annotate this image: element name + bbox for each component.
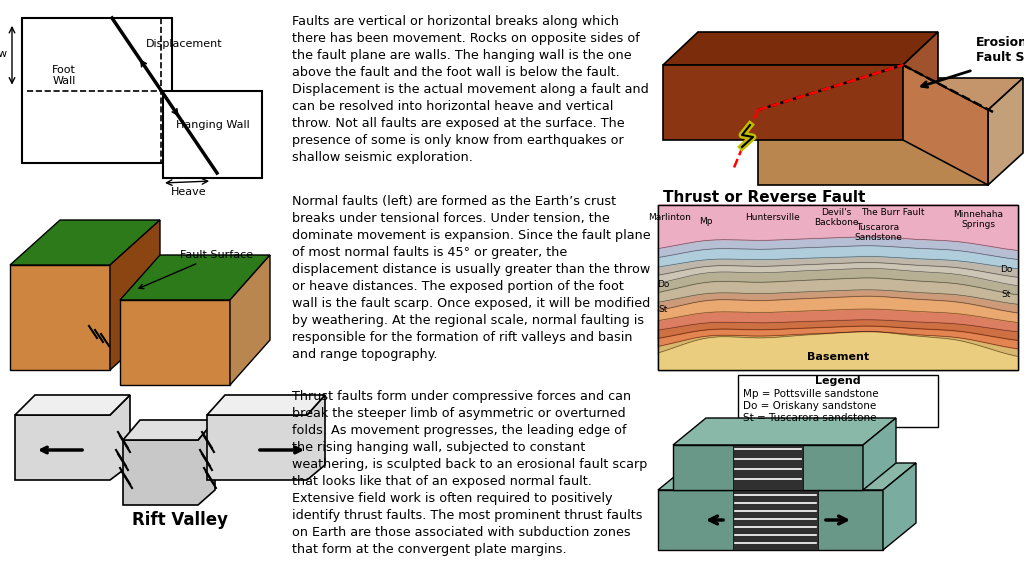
Polygon shape bbox=[883, 463, 916, 550]
Polygon shape bbox=[733, 445, 803, 490]
Text: St: St bbox=[658, 305, 668, 314]
Text: Huntersville: Huntersville bbox=[745, 213, 801, 222]
Polygon shape bbox=[673, 418, 896, 445]
Polygon shape bbox=[658, 205, 1018, 251]
Polygon shape bbox=[658, 246, 1018, 269]
Polygon shape bbox=[903, 32, 938, 140]
Polygon shape bbox=[658, 331, 1018, 357]
Text: Tuscarora
Sandstone: Tuscarora Sandstone bbox=[854, 223, 902, 242]
Polygon shape bbox=[658, 256, 1018, 277]
Polygon shape bbox=[658, 237, 1018, 259]
Polygon shape bbox=[207, 395, 325, 480]
Text: Displacement: Displacement bbox=[146, 39, 223, 49]
Text: Erosional
Fault Scarp: Erosional Fault Scarp bbox=[976, 36, 1024, 64]
Text: St = Tuscarora sandstone: St = Tuscarora sandstone bbox=[743, 413, 877, 423]
Text: Foot
Wall: Foot Wall bbox=[52, 65, 76, 86]
Polygon shape bbox=[120, 255, 270, 300]
Text: The Burr Fault: The Burr Fault bbox=[861, 208, 925, 217]
Text: St: St bbox=[1001, 290, 1011, 299]
Polygon shape bbox=[658, 263, 1018, 286]
Polygon shape bbox=[863, 418, 896, 490]
Polygon shape bbox=[733, 490, 818, 550]
Polygon shape bbox=[658, 463, 916, 490]
Polygon shape bbox=[10, 265, 110, 370]
Text: Do: Do bbox=[999, 265, 1012, 274]
Polygon shape bbox=[673, 445, 863, 490]
Polygon shape bbox=[658, 490, 883, 550]
Text: Throw: Throw bbox=[0, 50, 7, 59]
Polygon shape bbox=[658, 326, 1018, 349]
Text: Do: Do bbox=[656, 280, 670, 289]
Text: Normal faults (left) are formed as the Earth’s crust
breaks under tensional forc: Normal faults (left) are formed as the E… bbox=[292, 195, 650, 361]
Polygon shape bbox=[663, 65, 903, 140]
Text: Thrust or Reverse Fault: Thrust or Reverse Fault bbox=[663, 190, 865, 205]
Bar bbox=[658, 205, 1018, 370]
Text: Basement: Basement bbox=[807, 352, 869, 362]
Polygon shape bbox=[123, 420, 215, 440]
Polygon shape bbox=[658, 290, 1018, 313]
Polygon shape bbox=[903, 65, 988, 185]
Text: Legend: Legend bbox=[815, 376, 861, 386]
Text: Marlinton: Marlinton bbox=[648, 213, 691, 222]
Bar bbox=[738, 375, 938, 427]
Polygon shape bbox=[758, 110, 988, 185]
Text: Mp: Mp bbox=[699, 217, 713, 226]
Text: Minnehaha
Springs: Minnehaha Springs bbox=[953, 210, 1002, 229]
Polygon shape bbox=[658, 331, 1018, 370]
Polygon shape bbox=[110, 220, 160, 370]
Text: Mp = Pottsville sandstone: Mp = Pottsville sandstone bbox=[743, 389, 879, 399]
Polygon shape bbox=[988, 78, 1023, 185]
Polygon shape bbox=[207, 395, 325, 415]
Bar bbox=[22, 18, 172, 163]
Text: Devil's
Backbone: Devil's Backbone bbox=[814, 208, 858, 228]
Polygon shape bbox=[663, 32, 938, 65]
Polygon shape bbox=[658, 268, 1018, 295]
Polygon shape bbox=[15, 395, 130, 480]
Text: Hanging Wall: Hanging Wall bbox=[176, 120, 250, 131]
Text: Heave: Heave bbox=[171, 187, 207, 197]
Polygon shape bbox=[123, 420, 215, 505]
Bar bbox=[163, 90, 262, 178]
Text: Fault Surface: Fault Surface bbox=[139, 250, 253, 289]
Polygon shape bbox=[10, 220, 160, 265]
Text: Rift Valley: Rift Valley bbox=[132, 511, 228, 529]
Polygon shape bbox=[658, 296, 1018, 323]
Polygon shape bbox=[120, 300, 230, 385]
Polygon shape bbox=[658, 309, 1018, 332]
Bar bbox=[658, 205, 1018, 370]
Polygon shape bbox=[758, 78, 1023, 110]
Polygon shape bbox=[658, 278, 1018, 304]
Text: Faults are vertical or horizontal breaks along which
there has been movement. Ro: Faults are vertical or horizontal breaks… bbox=[292, 15, 649, 164]
Text: Thrust faults form under compressive forces and can
break the steeper limb of as: Thrust faults form under compressive for… bbox=[292, 390, 647, 556]
Text: Do = Oriskany sandstone: Do = Oriskany sandstone bbox=[743, 401, 877, 411]
Polygon shape bbox=[658, 320, 1018, 340]
Polygon shape bbox=[230, 255, 270, 385]
Polygon shape bbox=[15, 395, 130, 415]
